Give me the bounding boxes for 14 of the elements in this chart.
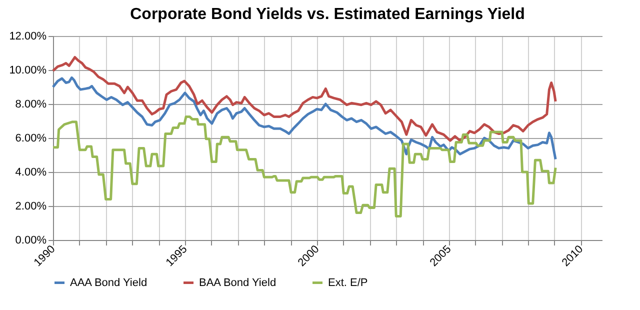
- y-tick-label: 8.00%: [15, 98, 47, 110]
- y-tick-label: 0.00%: [15, 234, 47, 246]
- legend-label: BAA Bond Yield: [199, 276, 276, 289]
- y-tick-label: 2.00%: [15, 200, 47, 212]
- line-series: [52, 76, 557, 160]
- line-series: [52, 56, 557, 142]
- chart-title: Corporate Bond Yields vs. Estimated Earnings Yield: [130, 6, 525, 23]
- legend-label: AAA Bond Yield: [70, 276, 148, 289]
- y-tick-label: 10.00%: [9, 64, 47, 76]
- y-tick-label: 4.00%: [15, 166, 47, 178]
- y-tick-label: 12.00%: [9, 30, 47, 42]
- legend-label: Ext. E/P: [328, 276, 368, 289]
- line-series: [52, 116, 557, 218]
- y-tick-label: 6.00%: [15, 132, 47, 144]
